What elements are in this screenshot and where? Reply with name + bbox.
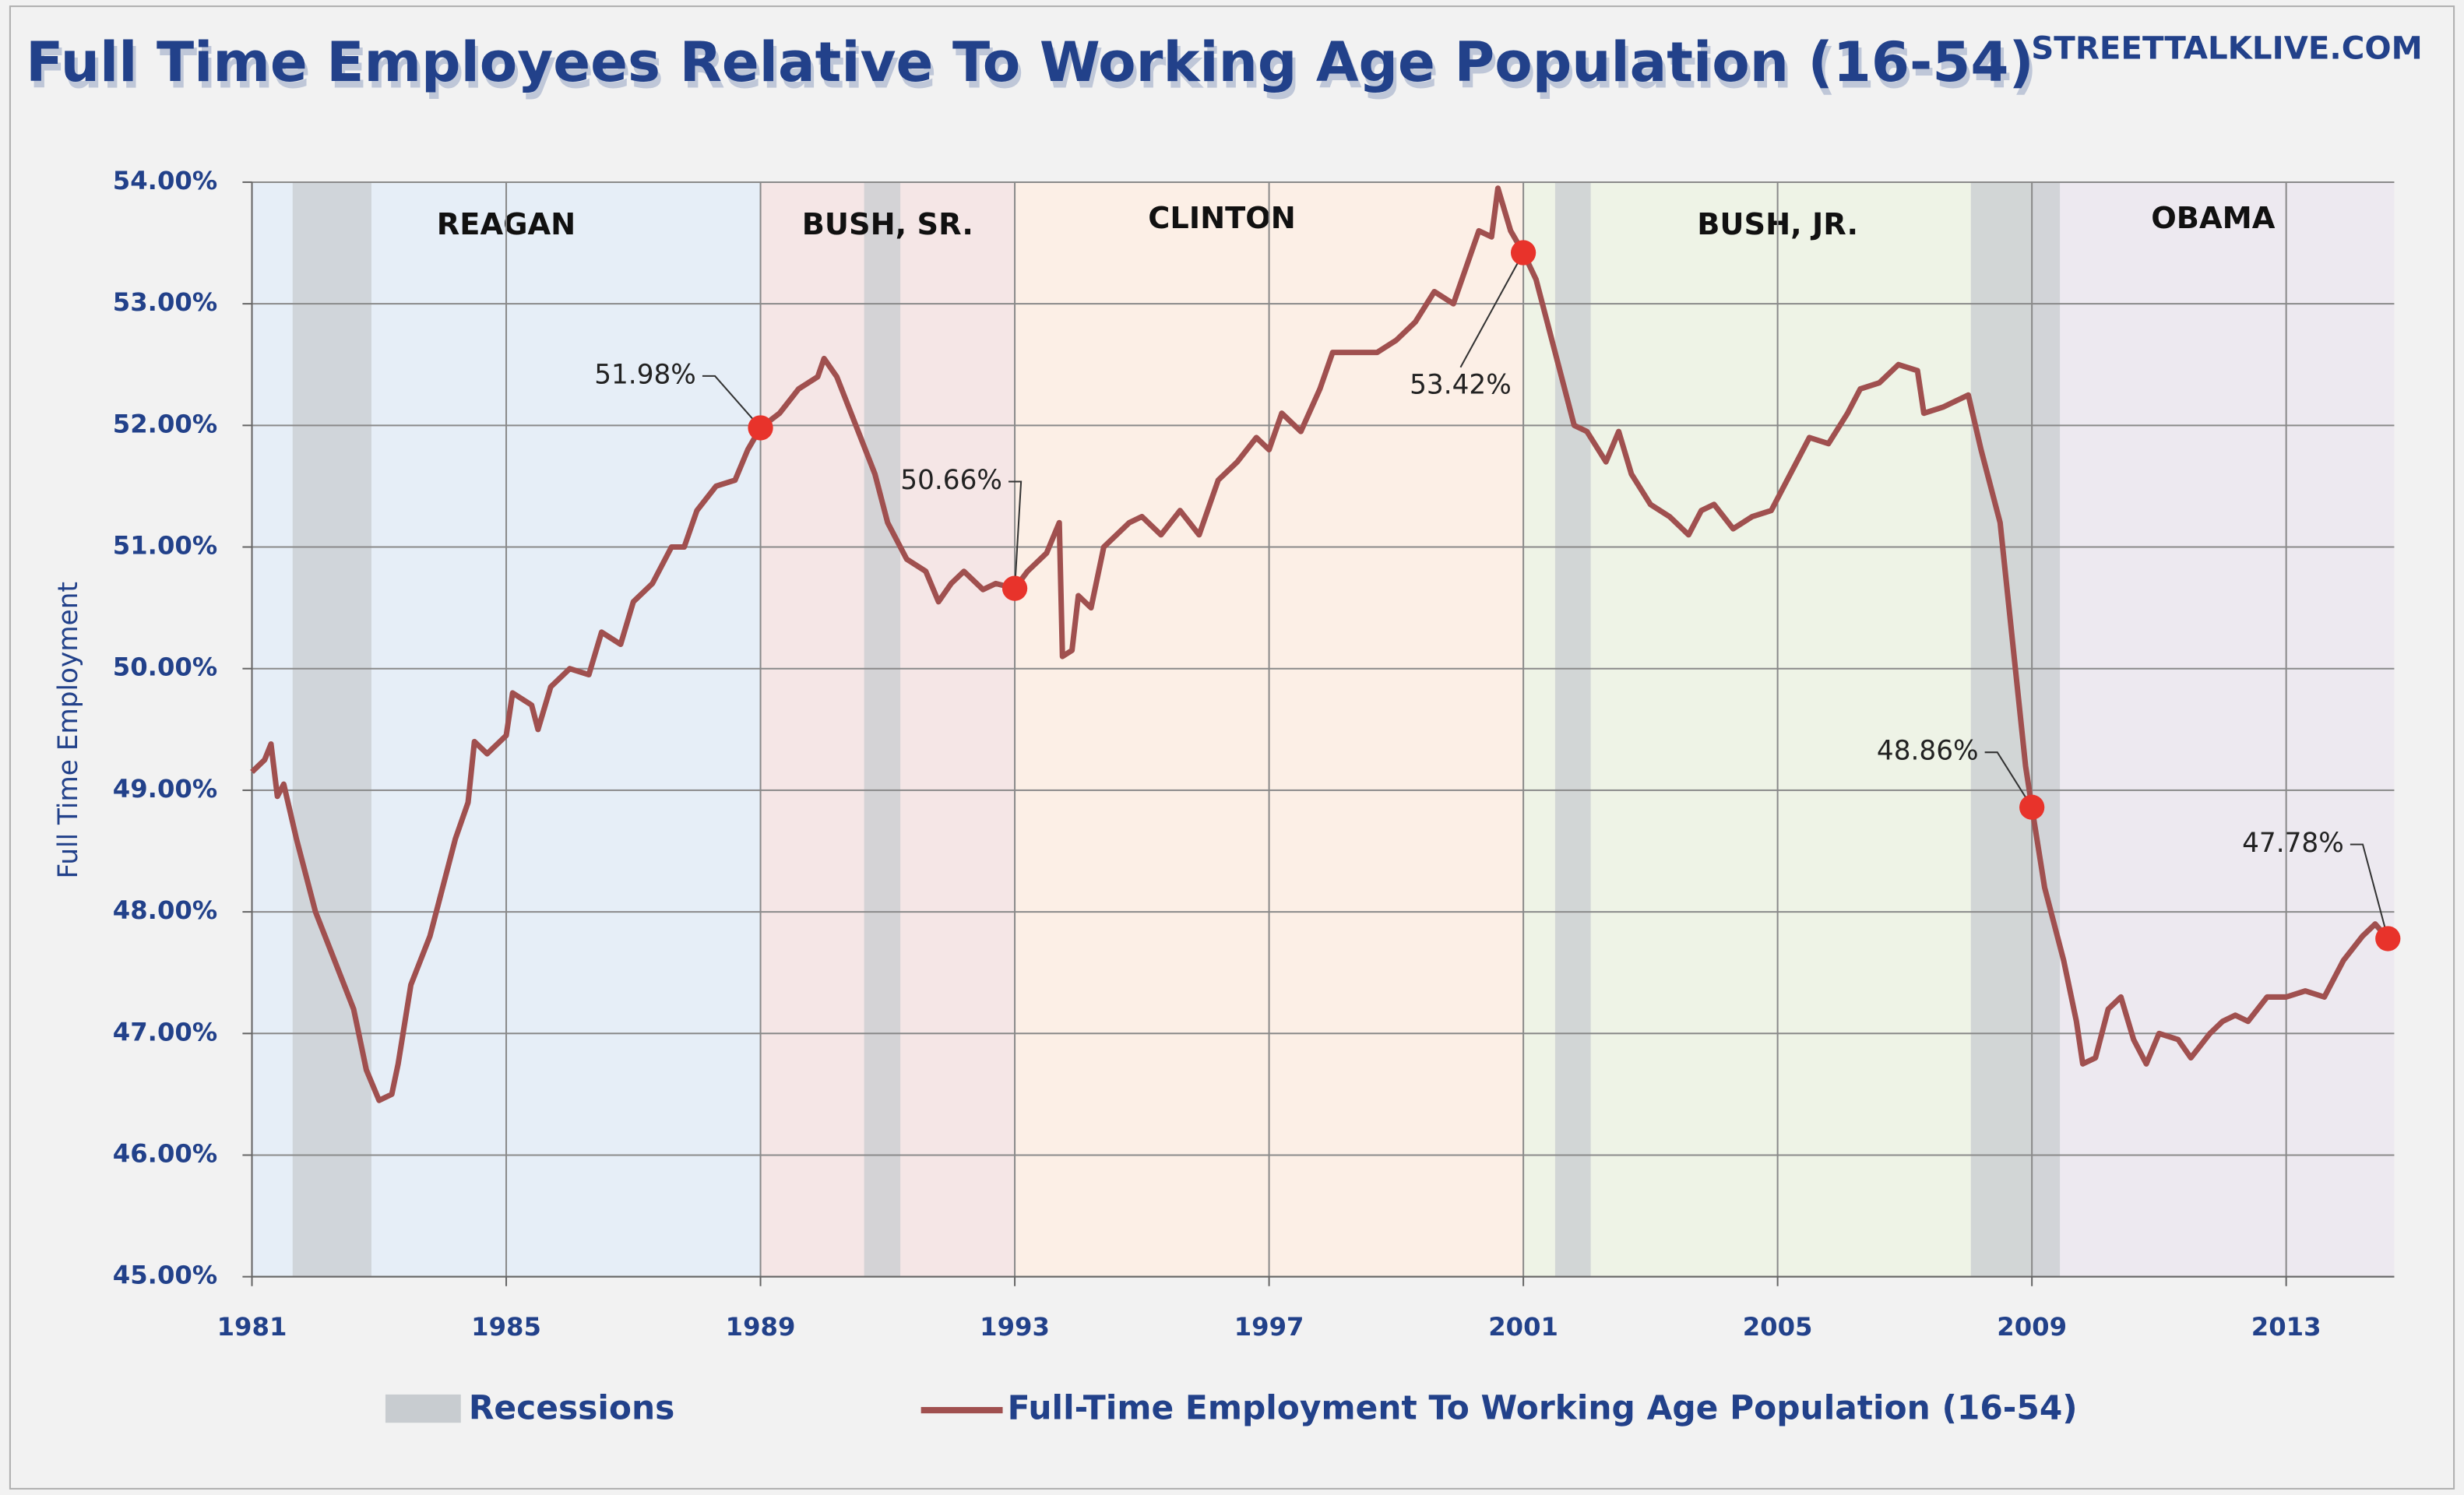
x-tick-label: 1981 — [217, 1312, 287, 1342]
y-tick-label: 52.00% — [113, 409, 217, 438]
annotation-leader — [1008, 480, 1023, 589]
legend-label: Full-Time Employment To Working Age Popu… — [1008, 1389, 2078, 1427]
x-tick-label: 1997 — [1234, 1312, 1304, 1342]
recession-band — [1970, 181, 2061, 1277]
annotation-leader — [1984, 751, 2033, 808]
y-tick-label: 47.00% — [113, 1017, 217, 1046]
x-tick-label: 2013 — [2251, 1312, 2321, 1342]
recession-band — [864, 181, 901, 1277]
x-tick-label: 1985 — [471, 1312, 541, 1342]
x-tick-label: 2009 — [1997, 1312, 2067, 1342]
chart-title: Full Time Employees Relative To Working … — [26, 30, 2034, 94]
annotation-label: 51.98% — [594, 359, 696, 390]
annotation-marker — [2375, 926, 2401, 952]
x-tick-label: 2005 — [1743, 1312, 1813, 1342]
annotation-marker — [1510, 240, 1536, 266]
annotation-leader — [1459, 252, 1524, 368]
y-tick-label: 49.00% — [113, 774, 217, 804]
source: STREETTALKLIVE.COM — [2031, 30, 2422, 67]
presidency-label: BUSH, SR. — [802, 207, 973, 242]
x-tick-label: 1993 — [980, 1312, 1050, 1342]
annotation-label: 48.86% — [1877, 736, 1979, 767]
presidency-label: CLINTON — [1148, 201, 1296, 236]
annotation-label: 50.66% — [900, 465, 1002, 496]
presidency-band — [2032, 181, 2395, 1277]
recession-band — [292, 181, 371, 1277]
recession-band — [1554, 181, 1591, 1277]
data-line — [250, 185, 2390, 1103]
y-tick-label: 51.00% — [113, 531, 217, 561]
x-tick-label: 1989 — [726, 1312, 796, 1342]
annotation-marker — [2019, 794, 2045, 820]
annotation-leader — [2350, 843, 2389, 939]
y-tick-label: 46.00% — [113, 1138, 217, 1168]
annotation-label: 53.42% — [1410, 369, 1512, 400]
chart-title-shadow: Full Time Employees Relative To Working … — [29, 36, 2037, 100]
annotation-leader — [702, 375, 762, 429]
annotation-marker — [748, 415, 773, 441]
y-tick-label: 50.00% — [113, 653, 217, 682]
x-tick-label: 2001 — [1488, 1312, 1558, 1342]
legend-label: Recessions — [469, 1389, 675, 1427]
annotation-marker — [1001, 575, 1028, 601]
y-tick-label: 48.00% — [113, 895, 217, 925]
y-axis-label: Full Time Employment — [53, 582, 84, 878]
presidency-label: OBAMA — [2151, 201, 2275, 236]
legend-swatch — [385, 1394, 461, 1423]
y-tick-label: 53.00% — [113, 287, 217, 317]
annotation-label: 47.78% — [2242, 828, 2344, 859]
y-tick-label: 45.00% — [113, 1261, 217, 1290]
y-tick-label: 54.00% — [113, 166, 217, 195]
